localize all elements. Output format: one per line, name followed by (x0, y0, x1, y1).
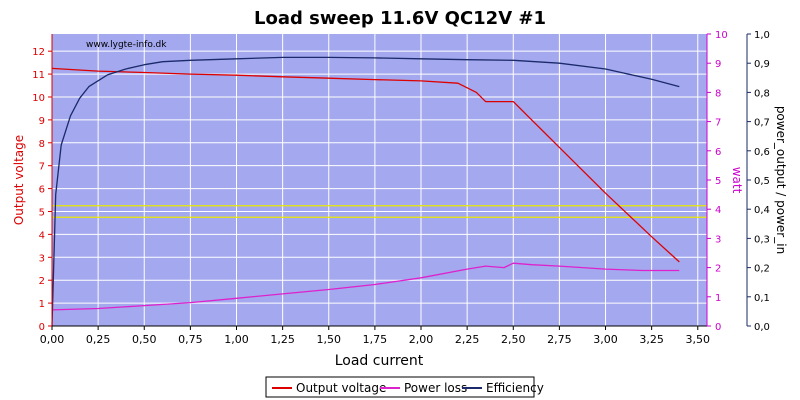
y-right1-tick-label: 4 (715, 205, 721, 216)
series-output-voltage (51, 67, 680, 263)
x-tick-label: 2,25 (455, 333, 480, 346)
x-tick-label: 1,25 (270, 333, 295, 346)
x-tick-label: 0,25 (86, 333, 111, 346)
x-tick-label: 2,00 (409, 333, 434, 346)
y-right2-tick-label: 1,0 (754, 30, 770, 41)
x-tick-label: 0,50 (132, 333, 157, 346)
y-right2-axis-label: power_output / power_in (774, 106, 788, 254)
x-tick-label: 0,75 (178, 333, 203, 346)
limit-lines (52, 205, 707, 218)
x-tick-label: 1,50 (317, 333, 342, 346)
y-right2-tick-label: 0,2 (754, 264, 770, 275)
legend-label-output-voltage: Output voltage (296, 381, 386, 395)
legend: Output voltage Power loss Efficiency (265, 376, 544, 398)
y-left-tick-label: 4 (39, 230, 45, 241)
y-right1-tick-label: 8 (715, 88, 721, 99)
y-right2-axis-ticks: 0,0 0,1 0,2 0,3 0,4 0,5 0,6 0,7 0,8 0,9 1,0 (747, 30, 770, 333)
y-right1-tick-label: 0 (715, 322, 721, 333)
x-tick-label: 3,00 (593, 333, 618, 346)
grid-lines (51, 34, 707, 327)
x-tick-label: 1,75 (363, 333, 388, 346)
y-left-tick-label: 5 (39, 207, 45, 218)
y-left-tick-label: 0 (39, 322, 45, 333)
y-right1-tick-label: 5 (715, 176, 721, 187)
x-tick-label: 3,25 (639, 333, 664, 346)
x-axis-label: Load current (335, 353, 424, 369)
series-efficiency (51, 56, 680, 327)
y-left-tick-label: 2 (39, 276, 45, 287)
y-left-tick-label: 8 (39, 139, 45, 150)
y-left-tick-label: 6 (39, 185, 45, 196)
y-right2-tick-label: 0,9 (754, 59, 770, 70)
y-right1-tick-label: 6 (715, 147, 721, 158)
y-right1-axis-ticks: 0 1 2 3 4 5 6 7 8 9 10 (707, 30, 728, 333)
y-right1-tick-label: 9 (715, 59, 721, 70)
x-tick-label: 1,00 (224, 333, 249, 346)
y-left-tick-label: 12 (32, 47, 45, 58)
y-left-tick-label: 1 (39, 299, 45, 310)
y-left-tick-label: 11 (32, 70, 45, 81)
y-right2-tick-label: 0,0 (754, 322, 770, 333)
y-right1-tick-label: 2 (715, 264, 721, 275)
y-right1-tick-label: 1 (715, 293, 721, 304)
y-left-tick-label: 7 (39, 162, 45, 173)
plot-area (52, 34, 707, 326)
y-left-tick-label: 10 (32, 93, 45, 104)
y-right2-tick-label: 0,1 (754, 293, 770, 304)
x-tick-label: 2,50 (501, 333, 526, 346)
y-right1-tick-label: 10 (715, 30, 728, 41)
chart-title: Load sweep 11.6V QC12V #1 (254, 8, 546, 29)
legend-label-efficiency: Efficiency (486, 381, 544, 395)
x-tick-label: 0,00 (40, 333, 65, 346)
series-power-loss (51, 262, 680, 311)
y-right1-axis-label: watt (730, 167, 744, 194)
x-tick-label: 3,50 (686, 333, 711, 346)
series-layer (51, 56, 680, 327)
y-right2-tick-label: 0,7 (754, 118, 770, 129)
watermark: www.lygte-info.dk (86, 40, 167, 50)
y-right2-tick-label: 0,3 (754, 234, 770, 245)
y-left-tick-label: 9 (39, 116, 45, 127)
x-axis-ticks: 0,00 0,25 0,50 0,75 1,00 1,25 1,50 1,75 2,00 2,25… (40, 326, 710, 346)
y-right2-tick-label: 0,6 (754, 147, 770, 158)
y-left-axis-label: Output voltage (12, 135, 26, 225)
y-right2-tick-label: 0,5 (754, 176, 770, 187)
y-right2-tick-label: 0,4 (754, 205, 770, 216)
x-tick-label: 2,75 (547, 333, 572, 346)
y-right1-tick-label: 3 (715, 234, 721, 245)
legend-label-power-loss: Power loss (404, 381, 467, 395)
y-left-tick-label: 3 (39, 253, 45, 264)
y-right2-tick-label: 0,8 (754, 88, 770, 99)
y-right1-tick-label: 7 (715, 118, 721, 129)
